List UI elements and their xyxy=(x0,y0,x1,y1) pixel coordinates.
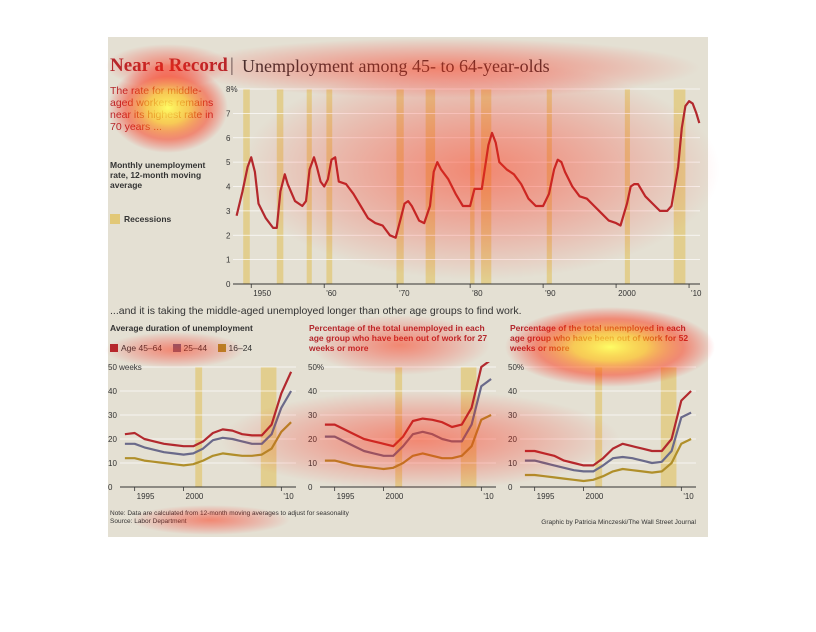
y-tick-label: 50% xyxy=(508,363,524,372)
x-tick-label: '90 xyxy=(545,289,556,298)
age-legend: Age 45–64 25–44 16–24 xyxy=(110,343,260,353)
legend-swatch-45-64 xyxy=(110,344,118,352)
y-tick-label: 0 xyxy=(226,280,231,289)
chart-average-duration: 0 10 20 30 40 50 weeks 1995 2000 '10 xyxy=(108,363,296,501)
chart-52-weeks: 0 10 20 30 40 50% 1995 2000 '10 xyxy=(508,363,696,501)
y-tick-label: 0 xyxy=(308,483,313,492)
legend-label-16-24: 16–24 xyxy=(228,343,253,353)
x-tick-label: 2000 xyxy=(386,492,404,501)
chart-27-weeks: 0 10 20 30 40 50% 1995 2000 '10 xyxy=(308,362,496,501)
legend-label-45-64: Age 45–64 xyxy=(121,343,163,353)
y-tick-label: 10 xyxy=(308,459,317,468)
y-tick-label: 20 xyxy=(108,435,117,444)
main-unemployment-chart: 0 1 2 3 4 5 6 7 8% 1950 '60 '70 '80 '90 2000 '10 xyxy=(226,85,702,298)
y-tick-label: 20 xyxy=(508,435,517,444)
y-tick-label: 20 xyxy=(308,435,317,444)
section-subhead: ...and it is taking the middle-aged unem… xyxy=(110,305,522,317)
recessions-label: Recessions xyxy=(124,214,172,224)
legend-label-25-44: 25–44 xyxy=(183,343,208,353)
y-tick-label: 40 xyxy=(108,387,117,396)
x-tick-label: 1995 xyxy=(537,492,555,501)
y-tick-label: 30 xyxy=(108,411,117,420)
main-chart-description: Monthly unemployment rate, 12-month movi… xyxy=(110,160,206,190)
y-tick-label: 2 xyxy=(226,231,231,240)
x-tick-label: '80 xyxy=(472,289,483,298)
y-tick-label: 0 xyxy=(508,483,513,492)
y-tick-label: 7 xyxy=(226,109,231,118)
y-tick-label: 50 weeks xyxy=(108,363,142,372)
y-tick-label: 40 xyxy=(508,387,517,396)
legend-swatch-16-24 xyxy=(217,344,226,352)
y-tick-label: 50% xyxy=(308,363,324,372)
x-tick-label: '60 xyxy=(326,289,337,298)
y-tick-label: 30 xyxy=(308,411,317,420)
x-tick-label: 1995 xyxy=(137,492,155,501)
x-tick-label: '10 xyxy=(683,492,694,501)
y-tick-label: 1 xyxy=(226,256,231,265)
x-tick-label: '10 xyxy=(283,492,294,501)
legend-item-16-24: 16–24 xyxy=(217,343,253,353)
legend-swatch-25-44 xyxy=(172,344,181,352)
y-tick-label: 4 xyxy=(226,183,231,192)
infographic: Near a Record | Unemployment among 45- t… xyxy=(108,37,708,537)
recessions-key: Recessions xyxy=(110,214,171,224)
y-tick-label: 6 xyxy=(226,134,231,143)
recession-swatch xyxy=(110,214,120,224)
y-tick-label: 10 xyxy=(508,459,517,468)
x-tick-label: '10 xyxy=(483,492,494,501)
panel-title-52-weeks: Percentage of the total unemployed in ea… xyxy=(510,323,689,353)
y-tick-label: 30 xyxy=(508,411,517,420)
y-tick-label: 10 xyxy=(108,459,117,468)
x-tick-label: '70 xyxy=(399,289,410,298)
legend-item-45-64: Age 45–64 xyxy=(110,343,162,353)
y-tick-label: 3 xyxy=(226,207,231,216)
panel-title-duration: Average duration of unemployment xyxy=(110,323,253,333)
recession-band xyxy=(195,367,203,487)
recession-band xyxy=(460,367,477,487)
x-tick-label: 1995 xyxy=(337,492,355,501)
recession-band xyxy=(395,367,403,487)
footer-note: Note: Data are calculated from 12-month … xyxy=(110,510,349,517)
x-tick-label: '10 xyxy=(691,289,702,298)
footer-source: Source: Labor Department xyxy=(110,518,187,525)
x-tick-label: 2000 xyxy=(186,492,204,501)
footer-credit: Graphic by Patricia Minczeski/The Wall S… xyxy=(541,519,696,526)
panel-title-27-weeks: Percentage of the total unemployed in ea… xyxy=(309,323,488,353)
y-tick-label: 5 xyxy=(226,158,231,167)
x-tick-label: 1950 xyxy=(253,289,271,298)
x-tick-label: 2000 xyxy=(586,492,604,501)
legend-item-25-44: 25–44 xyxy=(172,343,208,353)
x-tick-label: 2000 xyxy=(618,289,636,298)
y-tick-label: 40 xyxy=(308,387,317,396)
y-tick-label: 0 xyxy=(108,483,113,492)
footer-notes: Note: Data are calculated from 12-month … xyxy=(110,510,349,526)
y-tick-label: 8% xyxy=(226,85,238,94)
